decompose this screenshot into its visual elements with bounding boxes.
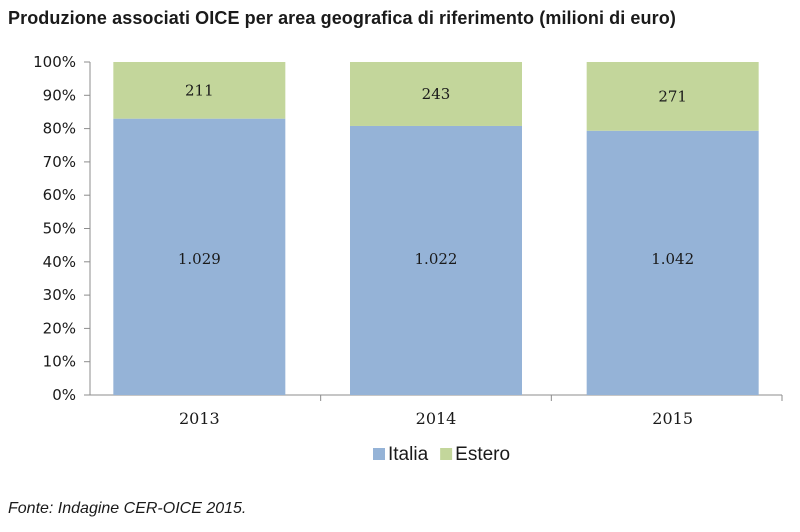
y-tick-label: 30% [43, 286, 76, 304]
legend-label-estero: Estero [455, 444, 510, 465]
bar-italia-2014 [350, 125, 522, 395]
bar-estero-2015 [586, 62, 759, 131]
y-tick-label: 0% [52, 386, 76, 404]
source-note: Fonte: Indagine CER-OICE 2015. [8, 500, 247, 517]
legend-swatch-italia [373, 448, 385, 460]
bar-italia-2013 [113, 118, 286, 396]
data-label-italia-2015: 1.042 [651, 250, 694, 268]
data-label-italia-2014: 1.022 [415, 250, 458, 268]
y-tick-label: 20% [43, 319, 76, 337]
data-label-estero-2015: 271 [658, 87, 687, 105]
y-tick-label: 10% [43, 353, 76, 371]
y-tick-label: 60% [43, 186, 76, 204]
y-tick-label: 50% [43, 220, 76, 238]
data-label-italia-2013: 1.029 [178, 250, 221, 268]
data-label-estero-2014: 243 [422, 85, 451, 103]
bar-italia-2015 [586, 130, 759, 395]
x-tick-label: 2014 [416, 409, 457, 428]
y-tick-label: 90% [43, 86, 76, 104]
x-tick-label: 2013 [179, 409, 220, 428]
stacked-bar-chart: 0% 10% 20% 30% 40% 50% 60% 70% 80% 90% 100% 1.029 21… [33, 53, 783, 465]
bar-estero-2014 [350, 62, 522, 126]
y-tick-label: 40% [43, 253, 76, 271]
legend-swatch-estero [440, 448, 453, 460]
data-label-estero-2013: 211 [185, 81, 214, 99]
y-tick-label: 100% [33, 53, 76, 71]
y-tick-label: 80% [43, 120, 76, 138]
legend-label-italia: Italia [388, 444, 429, 465]
bar-estero-2013 [113, 62, 286, 119]
y-tick-label: 70% [43, 153, 76, 171]
x-tick-label: 2015 [652, 409, 693, 428]
chart-title: Produzione associati OICE per area geogr… [8, 8, 676, 28]
